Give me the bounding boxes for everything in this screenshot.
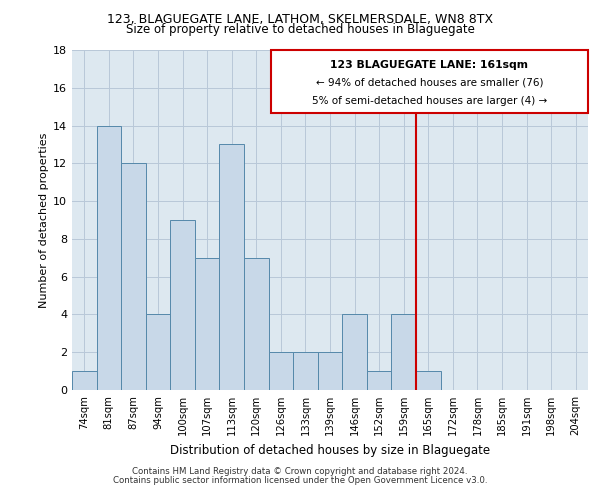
Bar [293, 352, 318, 390]
Y-axis label: Number of detached properties: Number of detached properties [39, 132, 49, 308]
Bar [318, 352, 342, 390]
Bar [244, 258, 269, 390]
Text: 123 BLAGUEGATE LANE: 161sqm: 123 BLAGUEGATE LANE: 161sqm [330, 60, 528, 70]
Bar [367, 371, 391, 390]
Bar [72, 371, 97, 390]
Bar [146, 314, 170, 390]
Text: 5% of semi-detached houses are larger (4) →: 5% of semi-detached houses are larger (4… [311, 96, 547, 106]
Bar [121, 164, 146, 390]
Text: Contains public sector information licensed under the Open Government Licence v3: Contains public sector information licen… [113, 476, 487, 485]
Bar [220, 144, 244, 390]
Bar [97, 126, 121, 390]
Text: Contains HM Land Registry data © Crown copyright and database right 2024.: Contains HM Land Registry data © Crown c… [132, 467, 468, 476]
Bar [416, 371, 440, 390]
Bar [170, 220, 195, 390]
FancyBboxPatch shape [271, 50, 587, 114]
Bar [391, 314, 416, 390]
Text: 123, BLAGUEGATE LANE, LATHOM, SKELMERSDALE, WN8 8TX: 123, BLAGUEGATE LANE, LATHOM, SKELMERSDA… [107, 12, 493, 26]
Text: ← 94% of detached houses are smaller (76): ← 94% of detached houses are smaller (76… [316, 77, 543, 87]
Bar [269, 352, 293, 390]
Bar [342, 314, 367, 390]
Text: Size of property relative to detached houses in Blaguegate: Size of property relative to detached ho… [125, 22, 475, 36]
X-axis label: Distribution of detached houses by size in Blaguegate: Distribution of detached houses by size … [170, 444, 490, 456]
Bar [195, 258, 220, 390]
